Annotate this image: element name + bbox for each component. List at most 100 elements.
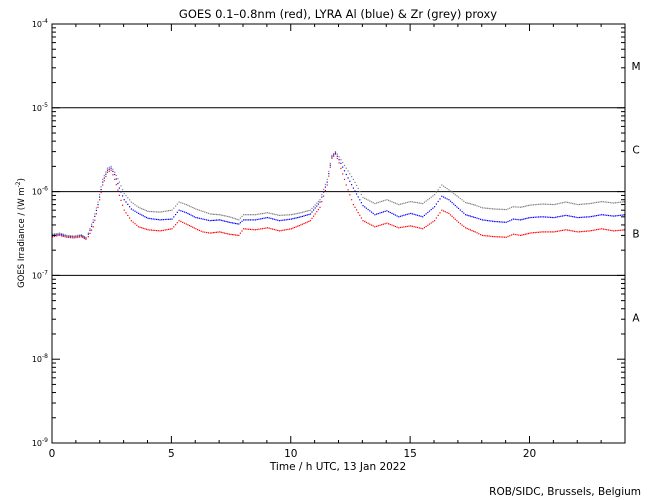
data-point <box>432 195 434 197</box>
data-point <box>329 164 331 166</box>
data-point <box>527 204 530 207</box>
data-point <box>345 167 347 169</box>
data-point <box>369 210 371 212</box>
data-point <box>197 217 199 219</box>
data-point <box>613 215 615 217</box>
data-point <box>388 211 390 213</box>
data-point <box>275 214 277 216</box>
data-point <box>52 233 54 235</box>
data-point <box>389 200 391 202</box>
data-point <box>446 198 448 200</box>
data-point <box>125 195 127 197</box>
data-point <box>565 201 567 203</box>
data-point <box>244 219 246 221</box>
data-point <box>362 220 364 222</box>
data-point <box>161 230 163 232</box>
data-point <box>120 191 122 193</box>
data-point <box>520 219 522 221</box>
data-point <box>469 203 471 205</box>
data-point <box>52 236 54 238</box>
data-point <box>244 214 246 216</box>
data-point <box>370 211 373 213</box>
data-point <box>314 204 316 206</box>
series <box>52 153 625 240</box>
data-point <box>399 226 402 229</box>
data-point <box>374 214 376 216</box>
data-point <box>435 217 437 219</box>
data-point <box>495 208 497 210</box>
data-point <box>89 228 91 230</box>
data-point <box>244 228 246 230</box>
data-point <box>192 215 194 217</box>
data-point <box>282 219 284 221</box>
data-point <box>272 228 274 230</box>
data-point <box>602 201 604 203</box>
data-point <box>238 234 240 236</box>
data-point <box>83 235 85 238</box>
data-point <box>372 225 374 227</box>
data-point <box>347 170 349 172</box>
data-point <box>498 208 500 210</box>
data-point <box>273 218 275 220</box>
data-point <box>483 235 485 237</box>
data-point <box>521 218 523 221</box>
data-point <box>120 185 122 187</box>
data-point <box>607 214 610 217</box>
data-point <box>507 208 509 210</box>
flare-class-lines <box>52 107 625 276</box>
data-point <box>444 186 446 188</box>
data-point <box>560 202 562 204</box>
data-point <box>509 220 511 222</box>
data-point <box>144 216 146 218</box>
data-point <box>441 209 443 211</box>
data-point <box>394 202 396 204</box>
data-point <box>418 215 420 217</box>
data-point <box>235 222 237 225</box>
data-point <box>398 227 400 229</box>
data-point <box>386 210 388 212</box>
data-point <box>495 236 497 238</box>
data-point <box>351 184 353 186</box>
data-point <box>347 189 349 191</box>
data-point <box>599 214 601 216</box>
data-point <box>454 218 456 220</box>
data-point <box>480 218 482 220</box>
data-point <box>401 215 403 217</box>
data-point <box>289 214 291 216</box>
data-point <box>579 231 581 233</box>
data-point <box>560 230 562 232</box>
data-point <box>192 206 194 209</box>
data-point <box>77 234 79 236</box>
data-point <box>478 218 480 220</box>
data-point <box>453 203 455 205</box>
data-point <box>386 199 388 201</box>
data-point <box>543 216 545 218</box>
data-point <box>614 215 616 217</box>
data-point <box>214 219 216 221</box>
data-point <box>120 199 122 201</box>
data-point <box>192 226 194 228</box>
data-point <box>283 229 286 231</box>
data-point <box>394 225 396 228</box>
data-point <box>430 209 432 211</box>
data-point <box>340 159 342 161</box>
data-point <box>278 230 280 232</box>
data-point <box>97 206 99 208</box>
data-point <box>512 218 514 220</box>
data-point <box>592 229 594 231</box>
data-point <box>233 222 235 224</box>
data-point <box>449 200 452 202</box>
data-point <box>497 236 499 238</box>
data-point <box>523 218 525 220</box>
data-point <box>541 203 543 205</box>
data-point <box>258 218 260 220</box>
data-point <box>57 232 59 234</box>
data-point <box>227 233 229 235</box>
data-point <box>215 219 218 221</box>
data-point <box>503 236 506 238</box>
data-point <box>82 236 84 239</box>
data-point <box>297 225 299 227</box>
data-point <box>413 201 415 203</box>
data-point <box>68 236 70 238</box>
